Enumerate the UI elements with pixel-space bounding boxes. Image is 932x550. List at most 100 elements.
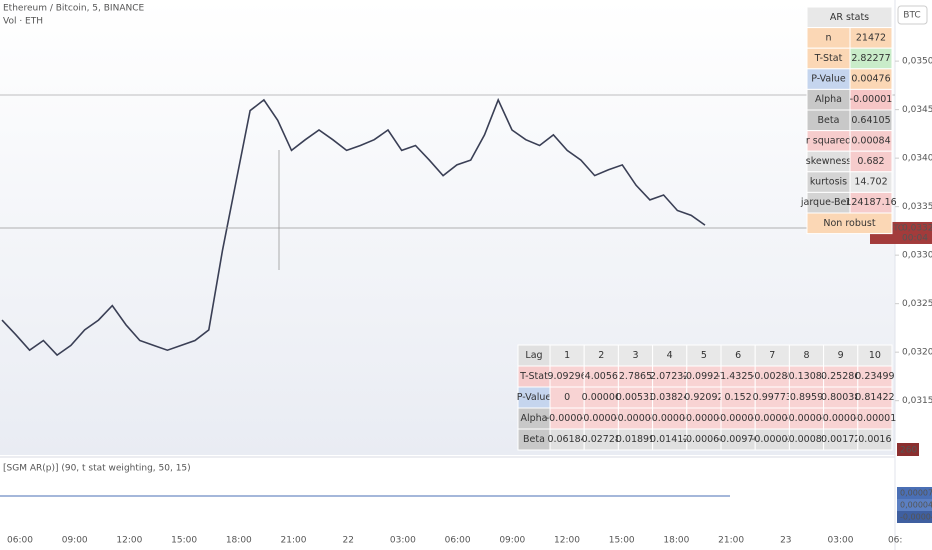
countdown: 00:04 bbox=[902, 233, 928, 243]
table-text: -0.00001 bbox=[683, 413, 726, 424]
table-text: Beta bbox=[818, 115, 840, 126]
table-text: -0.00001 bbox=[546, 413, 589, 424]
table-text: 8 bbox=[803, 350, 809, 361]
indicator-tag-bg bbox=[897, 511, 932, 523]
table-text: T-Stat bbox=[814, 53, 843, 64]
table-text: 0.03824 bbox=[650, 392, 689, 403]
table-text: 3 bbox=[632, 350, 638, 361]
indicator-tag: 0,00007 bbox=[900, 489, 932, 498]
chart-title: Ethereum / Bitcoin, 5, BINANCE bbox=[3, 4, 144, 14]
table-text: 0.01899 bbox=[616, 434, 655, 445]
table-text: 0.00172 bbox=[821, 434, 860, 445]
table-text: 2.82277 bbox=[851, 53, 890, 64]
table-text: 9 bbox=[838, 350, 844, 361]
table-text: 0.00476 bbox=[851, 74, 890, 85]
table-text: 0.00533 bbox=[616, 392, 655, 403]
time-label: 21:00 bbox=[718, 536, 744, 546]
indicator-tag: 0,00004 bbox=[900, 501, 932, 510]
time-label: 18:00 bbox=[663, 536, 689, 546]
table-text: Non robust bbox=[823, 218, 875, 229]
currency-button-label[interactable]: BTC bbox=[903, 11, 920, 21]
table-text: -0.00001 bbox=[614, 413, 657, 424]
table-text: 0.8959 bbox=[790, 392, 823, 403]
table-text: jarque-Bera bbox=[800, 197, 856, 208]
time-label: 09:00 bbox=[499, 536, 525, 546]
table-text: 4.0056 bbox=[585, 371, 618, 382]
table-text: 0.64105 bbox=[851, 115, 890, 126]
table-text: skewness bbox=[806, 156, 852, 167]
table-text: 0.01412 bbox=[650, 434, 689, 445]
volume-label: Vol · ETH bbox=[3, 17, 43, 27]
table-text: 0 bbox=[564, 392, 570, 403]
volume-tag: 260 bbox=[900, 446, 917, 456]
time-label: 21:00 bbox=[281, 536, 307, 546]
table-text: 0.0016 bbox=[858, 434, 891, 445]
table-text: -0.00976 bbox=[717, 434, 760, 445]
price-tag-label: 0,03328 bbox=[902, 223, 932, 233]
time-label: 03:00 bbox=[390, 536, 416, 546]
time-label: 09:00 bbox=[62, 536, 88, 546]
table-text: 0.00084 bbox=[851, 135, 890, 146]
currency-button[interactable] bbox=[897, 5, 928, 25]
table-text: 7 bbox=[769, 350, 775, 361]
table-text: -0.09927 bbox=[683, 371, 726, 382]
table-text: P-Value bbox=[517, 392, 552, 403]
table-text: -0.00001 bbox=[648, 413, 691, 424]
table-text: 9.09296 bbox=[547, 371, 586, 382]
price-line bbox=[1, 97, 706, 357]
table-text: 124187.16 bbox=[845, 197, 896, 208]
table-text: -0.00001 bbox=[717, 413, 760, 424]
table-text: 0.152 bbox=[724, 392, 751, 403]
time-label: 18:00 bbox=[226, 536, 252, 546]
table-cell bbox=[857, 428, 893, 451]
table-text: -0.00001 bbox=[819, 413, 862, 424]
table-text: 0.80038 bbox=[821, 392, 860, 403]
indicator-tag-bg bbox=[897, 487, 932, 499]
time-label: 06:00 bbox=[445, 536, 471, 546]
table-text: 0.99773 bbox=[753, 392, 792, 403]
indicator-title: [SGM AR(p)] (90, t stat weighting, 50, 1… bbox=[3, 464, 191, 474]
table-text: 1 bbox=[564, 350, 570, 361]
time-label: 15:00 bbox=[171, 536, 197, 546]
table-text: 0.25286 bbox=[821, 371, 860, 382]
table-text: 0.06184 bbox=[547, 434, 586, 445]
time-label: 22 bbox=[342, 536, 353, 546]
table-text: Alpha bbox=[815, 94, 842, 105]
table-text: P-Value bbox=[811, 74, 846, 85]
table-text: Beta bbox=[523, 434, 545, 445]
table-text: 14.702 bbox=[854, 177, 887, 188]
table-text: AR stats bbox=[830, 12, 869, 23]
table-text: 2 bbox=[598, 350, 604, 361]
time-label: 06: bbox=[888, 536, 902, 546]
table-text: 21472 bbox=[856, 32, 886, 43]
table-cell bbox=[806, 212, 893, 235]
volume-tag-bg bbox=[897, 443, 919, 456]
table-text: -0.00002 bbox=[751, 434, 794, 445]
table-text: -1.43251 bbox=[717, 371, 760, 382]
table-text: 2.07232 bbox=[650, 371, 689, 382]
table-text: -0.00001 bbox=[751, 413, 794, 424]
table-text: kurtosis bbox=[810, 177, 847, 188]
table-text: 10 bbox=[869, 350, 881, 361]
table-text: Lag bbox=[525, 350, 542, 361]
indicator-tag: -0,00004 bbox=[900, 513, 932, 522]
table-text: -0.00068 bbox=[683, 434, 726, 445]
table-text: -0.00001 bbox=[854, 413, 897, 424]
table-text: 0.682 bbox=[857, 156, 884, 167]
time-label: 15:00 bbox=[609, 536, 635, 546]
time-label: 12:00 bbox=[116, 536, 142, 546]
table-text: 0.23499 bbox=[855, 371, 894, 382]
time-label: 12:00 bbox=[554, 536, 580, 546]
table-text: -0.00089 bbox=[785, 434, 828, 445]
table-text: 6 bbox=[735, 350, 741, 361]
table-text: 0.02728 bbox=[582, 434, 621, 445]
table-text: 0.92092 bbox=[684, 392, 723, 403]
table-text: -0.13084 bbox=[785, 371, 828, 382]
